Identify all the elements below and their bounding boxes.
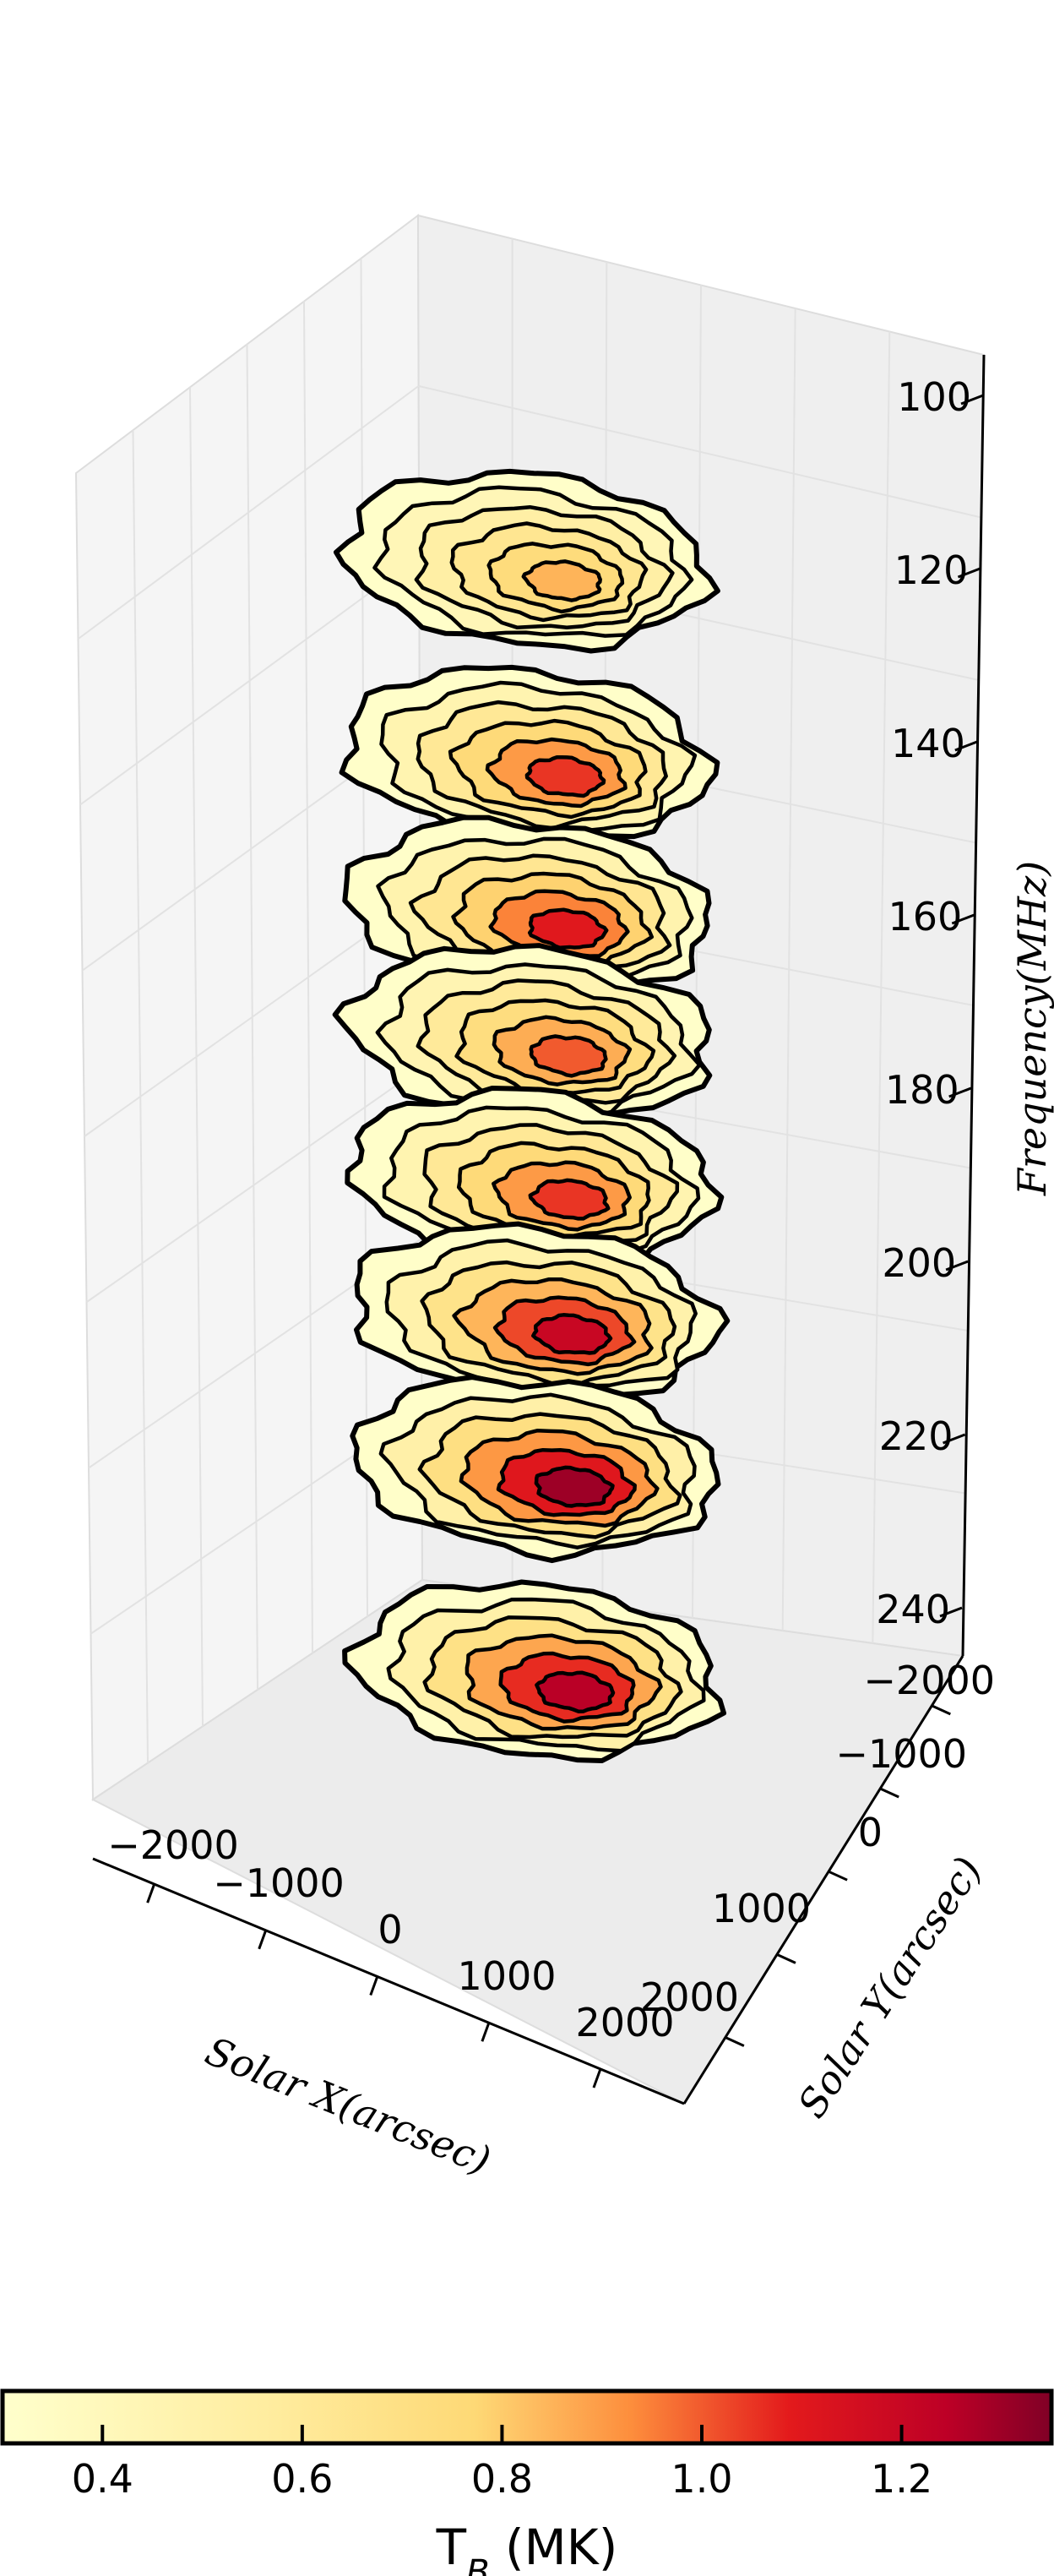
solar-x-tick-label: 1000	[457, 1953, 556, 1999]
frequency-tick-label: 160	[888, 894, 962, 939]
frequency-slice	[339, 664, 720, 845]
colorbar-tick-label: 1.2	[871, 2456, 932, 2502]
solar-y-tick-mark	[879, 1787, 899, 1799]
grid-line	[77, 385, 420, 640]
frequency-tick-mark	[939, 1606, 963, 1618]
solar-x-tick-label: 0	[378, 1907, 402, 1952]
contour-level	[529, 1034, 608, 1078]
frequency-tick-label: 180	[885, 1067, 959, 1113]
frequency-axis-line	[961, 354, 986, 1657]
contour-level	[524, 754, 606, 798]
contour-level	[534, 1465, 615, 1508]
contour-level	[527, 907, 609, 950]
solar-y-tick-label: −2000	[863, 1658, 995, 1703]
frequency-tick-label: 220	[879, 1413, 953, 1459]
colorbar-ticks: 0.4 0.6 0.8 1.0 1.2	[72, 2425, 932, 2502]
solar-x-tick-label: 2000	[575, 2000, 674, 2045]
contour-level	[531, 1313, 613, 1355]
solar-y-tick-label: 0	[858, 1810, 883, 1855]
frequency-axis-label: Frequency(MHz)	[1009, 861, 1054, 1196]
solar-y-tick-label: −1000	[835, 1731, 967, 1777]
colorbar-tick-label: 0.4	[72, 2456, 133, 2502]
frequency-tick-label: 200	[882, 1240, 956, 1286]
frequency-tick-mark	[960, 394, 984, 406]
colorbar-label: TB (MK)	[436, 2519, 618, 2576]
solar-y-tick-label: 1000	[712, 1886, 811, 1931]
frequency-tick-label: 120	[894, 547, 969, 593]
frequency-slice	[342, 1579, 726, 1763]
frequency-tick-label: 140	[891, 721, 965, 766]
grid-line	[84, 896, 421, 1137]
frequency-tick-mark	[954, 740, 978, 752]
solar-y-tick-mark	[931, 1704, 951, 1716]
frequency-tick-label: 240	[876, 1587, 950, 1632]
frequency-slice	[334, 468, 720, 654]
solar-x-tick-mark	[592, 2068, 602, 2089]
frequency-tick-mark	[945, 1260, 969, 1272]
axis-lines	[92, 354, 986, 2105]
frequency-tick-mark	[943, 1433, 966, 1445]
axis-ticks: 100120140160180200220240−2000−1000010002…	[107, 374, 995, 2089]
frequency-tick-mark	[951, 913, 975, 925]
frequency-slices	[332, 468, 731, 1763]
contour-level	[528, 1178, 611, 1221]
frequency-slice	[345, 1086, 725, 1271]
solar-x-tick-mark	[258, 1930, 268, 1950]
solar-y-tick-mark	[828, 1870, 848, 1882]
solar-x-axis-line	[92, 1857, 685, 2105]
frequency-tick-mark	[948, 1086, 972, 1098]
contour-level	[535, 1670, 616, 1713]
frequency-tick-mark	[957, 567, 981, 579]
contour-level	[521, 559, 602, 602]
solar-y-tick-mark	[776, 1952, 796, 1964]
solar-y-axis-label: Solar Y(arcsec)	[789, 1849, 991, 2126]
grid-line	[79, 555, 420, 806]
frequency-tick-label: 100	[897, 374, 971, 420]
frequency-slice	[332, 943, 713, 1129]
solar-x-tick-label: −2000	[107, 1822, 239, 1868]
solar-x-axis-label: Solar X(arcsec)	[199, 2028, 497, 2183]
solar-x-tick-label: −1000	[213, 1860, 345, 1906]
frequency-slice	[350, 1375, 721, 1564]
colorbar-tick-label: 0.6	[271, 2456, 333, 2502]
grid-line	[85, 1067, 421, 1304]
solar-y-axis-line	[682, 1655, 964, 2105]
solar-x-tick-mark	[146, 1883, 156, 1903]
colorbar-tick-label: 0.8	[471, 2456, 533, 2502]
frequency-slice	[354, 1221, 731, 1402]
solar-x-tick-mark	[481, 2022, 491, 2042]
solar-y-tick-label: 2000	[640, 1974, 739, 2020]
grid-line	[418, 384, 982, 519]
colorbar-tick-label: 1.0	[671, 2456, 732, 2502]
solar-x-tick-mark	[369, 1976, 379, 1996]
solar-y-tick-mark	[725, 2036, 745, 2047]
colorbar: 0.4 0.6 0.8 1.0 1.2 TB (MK)	[0, 2388, 1054, 2576]
colorbar-gradient	[0, 2388, 1054, 2446]
